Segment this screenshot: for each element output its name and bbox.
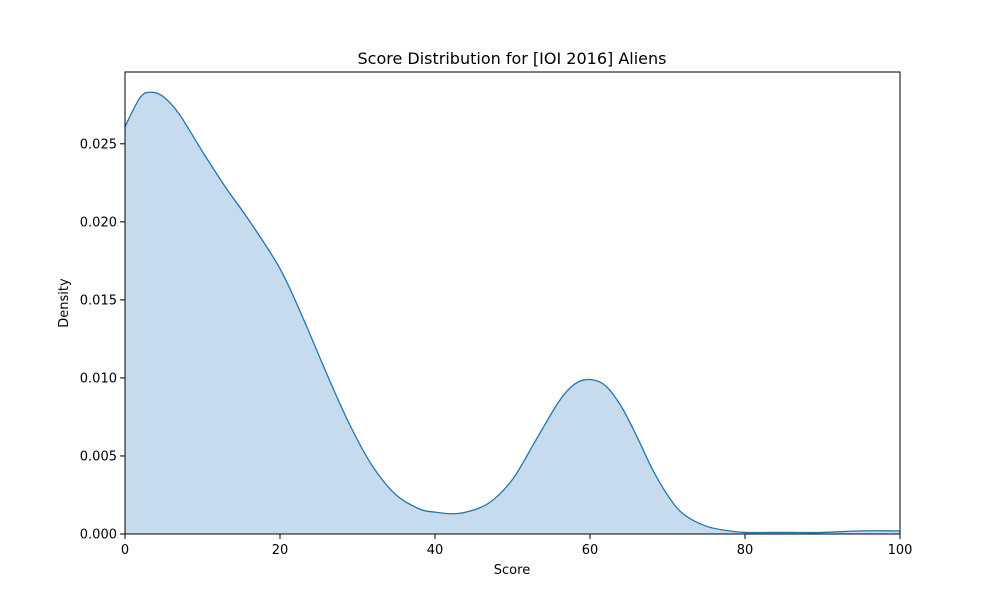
- x-tick-label: 60: [582, 543, 599, 558]
- x-tick-label: 0: [121, 543, 129, 558]
- x-axis-label: Score: [494, 563, 530, 578]
- x-tick-label: 80: [737, 543, 754, 558]
- y-tick-label: 0.020: [80, 215, 117, 230]
- y-tick-label: 0.025: [80, 137, 117, 152]
- y-tick-label: 0.005: [80, 449, 117, 464]
- y-axis-label: Density: [57, 278, 72, 328]
- x-tick-label: 100: [888, 543, 913, 558]
- y-axis: 0.000 0.005 0.010 0.015 0.020 0.025: [80, 137, 125, 543]
- density-line: [124, 91, 901, 534]
- density-area-fill: [125, 92, 900, 534]
- chart-title: Score Distribution for [IOI 2016] Aliens: [358, 49, 667, 68]
- x-tick-label: 20: [272, 543, 289, 558]
- y-tick-label: 0.010: [80, 371, 117, 386]
- y-tick-label: 0.015: [80, 293, 117, 308]
- x-axis: 0 20 40 60 80 100: [121, 534, 913, 558]
- y-tick-label: 0.000: [80, 528, 117, 543]
- x-tick-label: 40: [427, 543, 444, 558]
- plot-frame: [124, 71, 901, 535]
- plot-area: [124, 71, 901, 535]
